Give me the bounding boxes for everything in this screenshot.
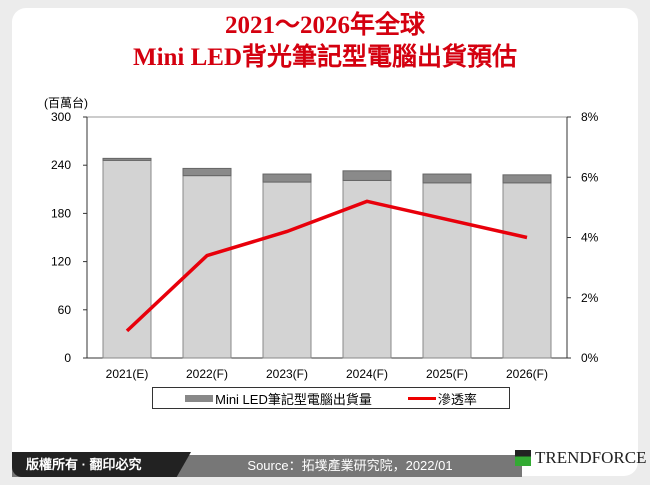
y-tick-label: 240 (51, 158, 71, 172)
bar-base (262, 181, 312, 359)
bar-mini-led (422, 173, 472, 184)
legend-label-rate: 滲透率 (437, 391, 477, 407)
y-tick-label: 300 (51, 110, 71, 124)
y2-tick-label: 6% (581, 170, 599, 184)
x-tick-label: 2026(F) (506, 367, 548, 381)
y2-tick-label: 4% (581, 231, 599, 245)
chart-title-line2: Mini LED背光筆記型電腦出貨預估 (132, 44, 518, 71)
logo-text: TRENDFORCE (535, 448, 647, 467)
legend-swatch-mini (185, 394, 214, 402)
bar-base (182, 175, 232, 359)
legend-swatch-rate (407, 396, 436, 400)
x-tick-label: 2024(F) (346, 367, 388, 381)
y-tick-label: 120 (51, 255, 71, 269)
x-tick-label: 2021(E) (106, 367, 149, 381)
bar-mini-led (102, 157, 152, 161)
trendforce-logo: TRENDFORCE (515, 448, 646, 468)
legend-label-mini: Mini LED筆記型電腦出貨量 (215, 391, 372, 407)
x-tick-label: 2025(F) (426, 367, 468, 381)
bar-base (502, 182, 552, 359)
x-tick-label: 2023(F) (266, 367, 308, 381)
legend-item-mini: Mini LED筆記型電腦出貨量 (185, 389, 372, 408)
y-tick-label: 180 (51, 206, 71, 220)
chart-title-line1: 2021～2026年全球 (224, 12, 425, 39)
copyright-notice: 版權所有 · 翻印必究 (12, 452, 191, 477)
plot-area (86, 116, 568, 359)
y2-tick-label: 2% (581, 291, 599, 305)
bar-mini-led (182, 167, 232, 177)
bar-base (342, 179, 392, 359)
y2-tick-label: 8% (581, 110, 599, 124)
bar-mini-led (262, 173, 312, 183)
bar-mini-led (502, 174, 552, 184)
penetration-rate-line (125, 199, 528, 333)
source-note: Source：拓墣產業研究院，2022/01 (247, 458, 453, 473)
legend: Mini LED筆記型電腦出貨量 滲透率 (152, 387, 510, 409)
y2-tick-label: 0% (581, 351, 599, 365)
bar-base (102, 159, 152, 359)
bar-mini-led (342, 170, 392, 181)
legend-item-rate: 滲透率 (407, 389, 477, 408)
trendforce-logo-icon (515, 450, 531, 466)
y-axis-title: (百萬台) (44, 95, 88, 110)
y-tick-label: 60 (58, 303, 72, 317)
x-tick-label: 2022(F) (186, 367, 228, 381)
y-tick-label: 0 (64, 351, 71, 365)
bar-base (422, 182, 472, 359)
